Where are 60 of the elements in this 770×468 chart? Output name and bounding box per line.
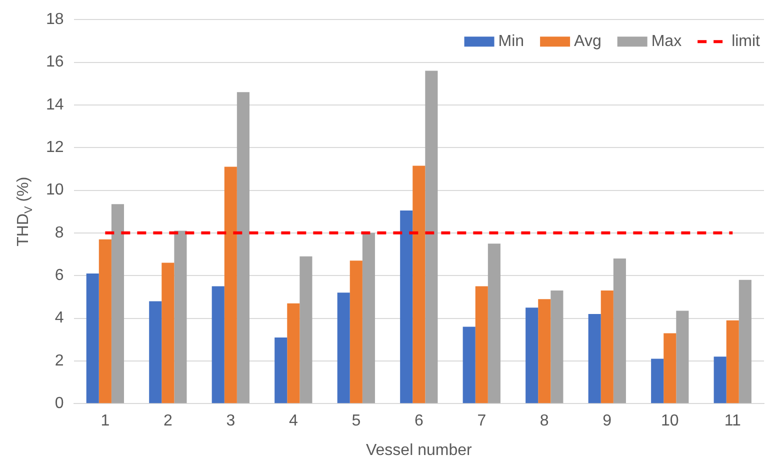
bar [613, 258, 626, 404]
bar [300, 256, 312, 404]
bar [162, 262, 174, 404]
legend-label: limit [732, 33, 761, 50]
x-tick-label: 11 [724, 412, 742, 430]
bar [664, 333, 676, 404]
legend-label: Avg [574, 33, 602, 50]
bar [212, 286, 224, 404]
x-tick-label: 1 [100, 412, 110, 430]
bar [274, 337, 288, 404]
bar [337, 292, 350, 404]
x-tick-label: 3 [226, 412, 236, 430]
bar [149, 301, 162, 404]
bar [86, 273, 99, 404]
bar [412, 166, 426, 404]
bar [425, 70, 438, 404]
bar [738, 280, 752, 404]
bar [714, 356, 726, 404]
x-tick-label: 10 [660, 412, 679, 430]
bar [462, 326, 476, 404]
x-axis-title: Vessel number [366, 442, 472, 459]
bar [588, 314, 601, 404]
bar [224, 166, 237, 404]
y-tick-label: 0 [54, 395, 64, 412]
bar [488, 244, 500, 404]
bar [287, 303, 300, 404]
bar [350, 260, 362, 404]
x-tick-label: 7 [477, 412, 486, 430]
y-tick-label: 14 [46, 96, 64, 114]
bar [676, 310, 689, 404]
bar [111, 204, 124, 404]
x-tick-label: 6 [414, 412, 424, 430]
y-tick-label: 16 [46, 54, 64, 71]
bar [600, 290, 614, 404]
bar [726, 320, 739, 404]
bar [550, 290, 564, 404]
bar [400, 210, 413, 404]
x-tick-label: 9 [602, 412, 612, 430]
bar [174, 230, 187, 404]
y-tick-label: 6 [54, 267, 64, 284]
bar [362, 232, 375, 404]
x-tick-label: 2 [163, 412, 172, 430]
bar [475, 286, 488, 404]
x-tick-label: 4 [288, 412, 298, 430]
y-axis-title: THDV (%) [15, 176, 35, 246]
x-tick-label: 5 [352, 412, 361, 430]
bar [538, 299, 551, 404]
legend-label: Min [498, 33, 524, 50]
bar [236, 92, 250, 404]
y-tick-label: 4 [54, 310, 64, 327]
y-tick-label: 2 [54, 352, 64, 370]
x-tick-label: 8 [540, 412, 549, 430]
y-tick-label: 8 [54, 224, 64, 242]
y-tick-label: 18 [46, 11, 64, 28]
legend-label: Max [651, 33, 682, 50]
y-tick-label: 10 [46, 182, 64, 199]
y-tick-label: 12 [46, 139, 64, 156]
bar [98, 239, 112, 404]
bar [651, 358, 664, 404]
bar [526, 308, 538, 404]
